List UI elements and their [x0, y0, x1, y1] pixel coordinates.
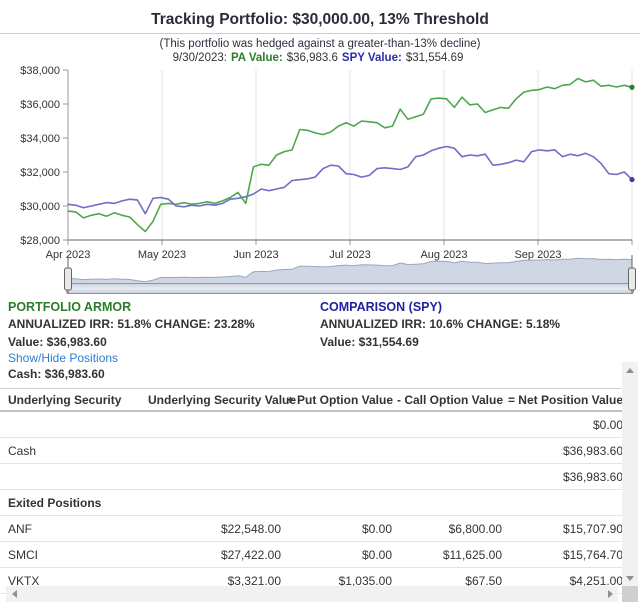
table-cell: $15,764.70: [503, 541, 626, 568]
cash-value: Cash: $36,983.60: [8, 367, 105, 381]
y-axis-label: $30,000: [20, 201, 60, 213]
x-axis-label: Sep 2023: [514, 249, 561, 261]
column-header: = Net Position Value: [503, 388, 626, 412]
readout-spy-value: $31,554.69: [405, 52, 464, 64]
table-cell: $0.00: [503, 411, 626, 438]
table-cell: [393, 463, 503, 490]
table-cell: [282, 489, 393, 516]
series-line-pa-value: [67, 77, 633, 233]
x-axis-label: Aug 2023: [420, 249, 467, 261]
readout-pa-value: $36,983.6: [286, 52, 338, 64]
table-cell: [0, 411, 148, 438]
up-arrow-icon: [626, 367, 634, 373]
table-cell: [393, 489, 503, 516]
down-arrow-icon: [626, 575, 634, 581]
table-cell: [503, 489, 626, 516]
table-row: $36,983.60: [0, 463, 626, 490]
table-cell: [148, 463, 282, 490]
chart-subtitle: (This portfolio was hedged against a gre…: [159, 38, 481, 50]
table-row: Cash $36,983.60: [0, 437, 626, 464]
navigator-scrollbar[interactable]: [66, 283, 634, 294]
portfolio-irr: ANNUALIZED IRR: 51.8% CHANGE: 23.28%: [8, 317, 255, 331]
positions-table-body: $0.00 Cash $36,983.60 $36,983.60 Exited Posi…: [0, 411, 626, 594]
horizontal-scrollbar[interactable]: [6, 586, 618, 602]
right-arrow-icon: [607, 590, 613, 598]
series-end-marker: [629, 84, 635, 90]
navigator-area[interactable]: [68, 258, 632, 283]
table-cell: $15,707.90: [503, 515, 626, 542]
table-cell: $27,422.00: [148, 541, 282, 568]
comparison-value: Value: $31,554.69: [320, 335, 419, 349]
readout-spy-label: SPY Value:: [341, 52, 402, 64]
chart-readout: 9/30/2023: PA Value: $36,983.6 SPY Value: $3…: [0, 52, 640, 64]
table-row: $0.00: [0, 411, 626, 438]
scroll-left-button[interactable]: [6, 586, 22, 602]
column-header: + Put Option Value: [282, 388, 393, 412]
table-cell: [148, 411, 282, 438]
x-axis-label: May 2023: [138, 249, 186, 261]
scroll-down-button[interactable]: [622, 570, 638, 586]
navigator-handle-left[interactable]: [64, 267, 72, 291]
table-cell: Exited Positions: [0, 489, 148, 516]
table-cell: [282, 463, 393, 490]
portfolio-armor-heading: PORTFOLIO ARMOR: [8, 300, 132, 314]
table-cell: $0.00: [282, 515, 393, 542]
x-axis-label: Jul 2023: [329, 249, 371, 261]
table-cell: $36,983.60: [503, 463, 626, 490]
table-cell: $36,983.60: [503, 437, 626, 464]
positions-table-head: Underlying Security Underlying Security V…: [0, 388, 626, 412]
portfolio-value: Value: $36,983.60: [8, 335, 107, 349]
column-header: Underlying Security Value: [148, 388, 296, 412]
title-divider: [0, 33, 640, 34]
page-title: Tracking Portfolio: $30,000.00, 13% Thre…: [151, 11, 489, 28]
y-axis-label: $38,000: [20, 65, 60, 77]
show-hide-positions-link[interactable]: Show/Hide Positions: [8, 351, 119, 365]
table-cell: $0.00: [282, 541, 393, 568]
table-cell: $22,548.00: [148, 515, 282, 542]
table-cell: [148, 437, 282, 464]
x-axis-label: Jun 2023: [233, 249, 278, 261]
y-axis-label: $34,000: [20, 133, 60, 145]
portfolio-chart[interactable]: $38,000 $36,000 $34,000 $32,000 $30,000 $28,0…: [0, 60, 640, 295]
table-cell: Cash: [0, 437, 148, 464]
comparison-stats: COMPARISON (SPY) ANNUALIZED IRR: 10.6% C…: [320, 300, 560, 353]
table-cell: ANF: [0, 515, 148, 542]
table-cell: [393, 411, 503, 438]
column-header: Underlying Security: [0, 388, 148, 412]
table-cell: [393, 437, 503, 464]
series-line-spy-value: [67, 145, 633, 215]
readout-pa-label: PA Value:: [230, 52, 283, 64]
table-cell: SMCI: [0, 541, 148, 568]
table-cell: [148, 489, 282, 516]
table-row: ANF $22,548.00 $0.00 $6,800.00 $15,707.90: [0, 515, 626, 542]
y-axis-label: $28,000: [20, 235, 60, 247]
navigator-handle-right[interactable]: [628, 267, 636, 291]
navigator-outline: [67, 257, 633, 283]
table-cell: $11,625.00: [393, 541, 503, 568]
portfolio-armor-stats: PORTFOLIO ARMOR ANNUALIZED IRR: 51.8% CH…: [8, 300, 255, 353]
y-axis-label: $36,000: [20, 99, 60, 111]
vertical-scrollbar[interactable]: [622, 362, 638, 586]
comparison-heading: COMPARISON (SPY): [320, 300, 442, 314]
scrollbar-corner: [622, 586, 638, 602]
table-cell: $6,800.00: [393, 515, 503, 542]
left-arrow-icon: [11, 590, 17, 598]
comparison-irr: ANNUALIZED IRR: 10.6% CHANGE: 5.18%: [320, 317, 561, 331]
scroll-up-button[interactable]: [622, 362, 638, 378]
positions-table: Underlying Security Underlying Security V…: [0, 388, 626, 594]
table-cell: [282, 411, 393, 438]
table-row: SMCI $27,422.00 $0.00 $11,625.00 $15,764.70: [0, 541, 626, 568]
y-axis-label: $32,000: [20, 167, 60, 179]
table-cell: [0, 463, 148, 490]
series-end-marker: [629, 176, 635, 183]
column-header: - Call Option Value: [393, 388, 503, 412]
section-row: Exited Positions: [0, 489, 626, 516]
table-cell: [282, 437, 393, 464]
readout-date: 9/30/2023:: [172, 52, 227, 64]
scroll-right-button[interactable]: [602, 586, 618, 602]
header-row: Underlying Security Underlying Security V…: [0, 388, 626, 412]
